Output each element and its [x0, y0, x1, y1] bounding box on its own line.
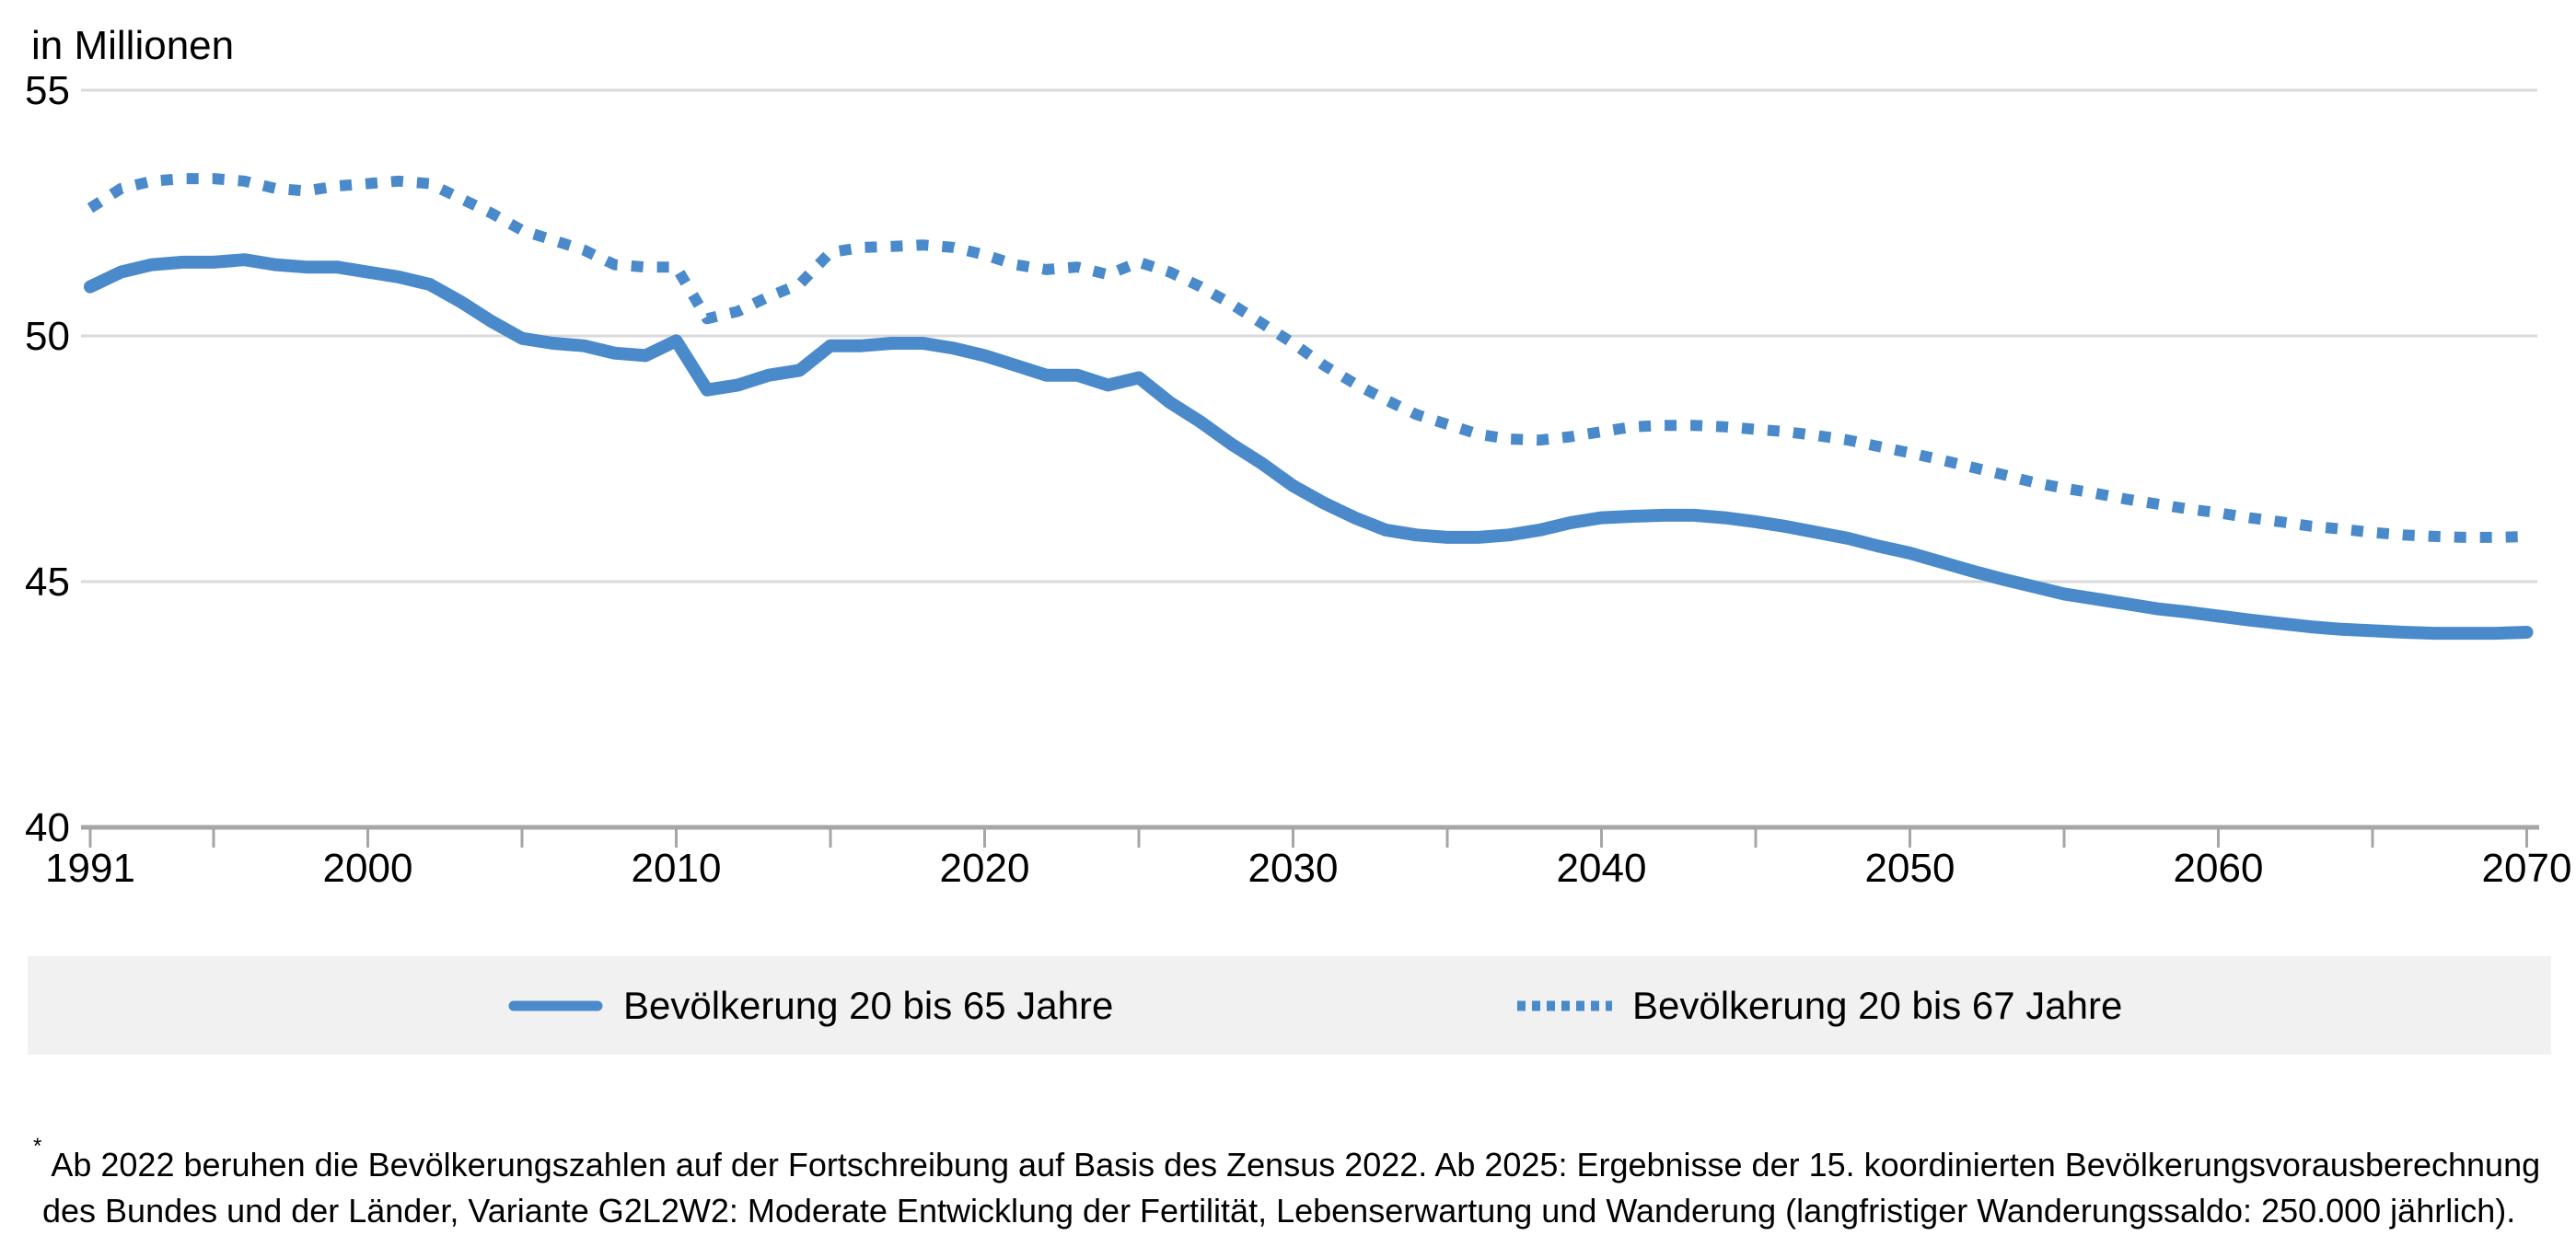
population-line-chart: 1991 2000 2010 2020 2030 2040 2050 2060 2070 55 50…	[25, 68, 2572, 891]
footnote-line-1: * Ab 2022 beruhen die Bevölkerungszahlen …	[33, 1134, 2558, 1188]
footnote-line-2: des Bundes und der Länder, Variante G2L2…	[42, 1192, 2516, 1230]
x-axis-label-2030: 2030	[1248, 846, 1339, 891]
dotted-line-icon	[1517, 1000, 1612, 1010]
y-axis-label-45: 45	[25, 560, 70, 605]
footnote-text-1: Ab 2022 beruhen die Bevölkerungszahlen a…	[51, 1146, 2541, 1183]
series-line-20-bis-67	[87, 173, 2527, 543]
x-axis-label-2010: 2010	[632, 846, 722, 891]
legend-label-20-67: Bevölkerung 20 bis 67 Jahre	[1632, 983, 2123, 1027]
y-axis-label-40: 40	[25, 805, 70, 850]
x-axis-label-1991: 1991	[45, 846, 135, 891]
solid-line-icon	[508, 1000, 603, 1010]
x-axis-label-2070: 2070	[2482, 846, 2572, 891]
x-axis-label-2040: 2040	[1557, 846, 1647, 891]
x-axis-label-2000: 2000	[323, 846, 413, 891]
footnote: * Ab 2022 beruhen die Bevölkerungszahlen …	[33, 1134, 2558, 1234]
legend-label-20-65: Bevölkerung 20 bis 65 Jahre	[623, 983, 1114, 1027]
legend-item-20-65: Bevölkerung 20 bis 65 Jahre	[508, 956, 1113, 1055]
y-axis-unit-label: in Millionen	[31, 23, 235, 68]
y-axis-label-50: 50	[25, 314, 70, 359]
footnote-asterisk: *	[33, 1134, 42, 1159]
x-axis-label-2050: 2050	[1865, 846, 1955, 891]
series-line-20-bis-65	[84, 253, 2534, 641]
legend-item-20-67: Bevölkerung 20 bis 67 Jahre	[1517, 956, 2122, 1055]
y-axis-label-55: 55	[25, 68, 70, 113]
x-axis-label-2020: 2020	[940, 846, 1030, 891]
legend: Bevölkerung 20 bis 65 Jahre Bevölkerung …	[28, 956, 2551, 1055]
x-axis-label-2060: 2060	[2174, 846, 2264, 891]
